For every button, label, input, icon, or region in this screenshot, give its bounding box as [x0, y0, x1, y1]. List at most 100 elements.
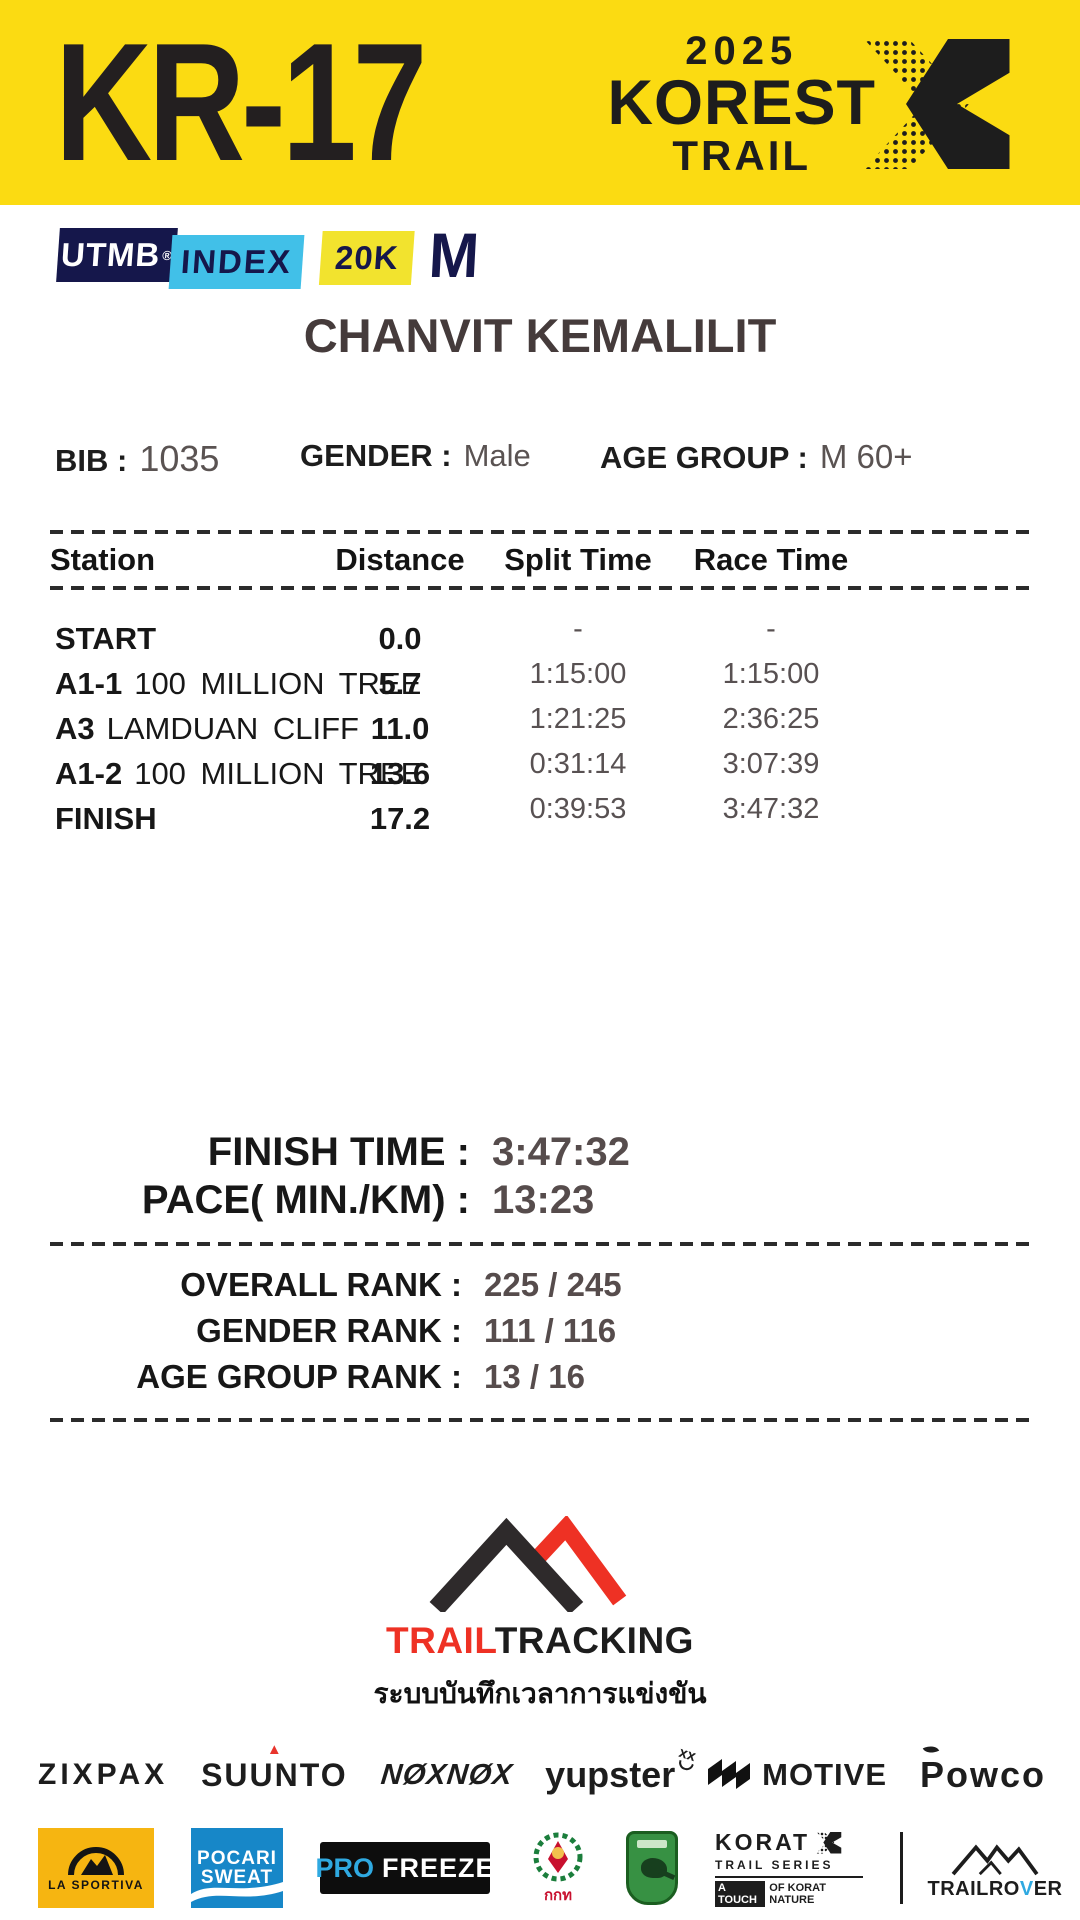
distance-value: 0.0 — [378, 620, 422, 656]
table-row: A1-1 100 MILLION TREE 5.7 1:15:00 1:15:00 — [50, 658, 1035, 706]
sports-authority-emblem: กกท — [527, 1829, 589, 1907]
race-time-value: 3:47:32 — [722, 793, 820, 825]
trail-word: TRAIL — [386, 1620, 495, 1661]
sweat-word: SWEAT — [200, 1867, 274, 1888]
split-time-value: 1:15:00 — [529, 658, 627, 690]
village-shield-emblem — [626, 1831, 678, 1905]
split-table-header: Station Distance Split Time Race Time — [50, 534, 1035, 586]
sponsor-row-2: LA SPORTIVA POCARI SWEAT PRO FREEZE กกท — [38, 1824, 1062, 1912]
korat-wordmark: KORAT — [715, 1829, 811, 1855]
la-sportiva-wordmark: LA SPORTIVA — [48, 1878, 144, 1892]
shield-banner — [637, 1840, 667, 1848]
age-group-rank-value: 13 / 16 — [484, 1358, 585, 1395]
station-name: LAMDUAN CLIFF — [106, 710, 359, 746]
finish-time-value: 3:47:32 — [492, 1129, 630, 1174]
utmb-index-badge: UTMB ® INDEX 20K M — [56, 220, 481, 291]
split-time-value: 1:21:25 — [529, 703, 627, 735]
split-time-value: - — [573, 613, 583, 645]
race-time-value: - — [766, 613, 776, 645]
race-code: KR-17 — [55, 8, 427, 196]
col-station: Station — [50, 542, 156, 577]
station-code: START — [55, 620, 157, 656]
rank-section: OVERALL RANK : 225 / 245 GENDER RANK : 1… — [50, 1246, 1035, 1400]
korat-tagline: A TOUCH OF KORAT NATURE — [715, 1876, 863, 1907]
pace-value: 13:23 — [492, 1177, 595, 1222]
bird-tail-icon — [658, 1868, 676, 1881]
zixpax-logo: ZIXPAX — [38, 1758, 169, 1791]
powco-wordmark: Powco — [919, 1754, 1046, 1795]
korat-trail-series-logo: KORAT TRAIL SERIES A TOUCH OF KORAT NATU… — [715, 1829, 863, 1907]
distance-badge: 20K — [318, 231, 415, 285]
col-race-time: Race Time — [693, 542, 849, 577]
bib-value: 1035 — [139, 438, 220, 479]
dashed-divider — [50, 530, 1035, 534]
table-row: A1-2 100 MILLION TREE 13.6 0:31:14 3:07:3… — [50, 748, 1035, 796]
pocari-sweat-logo: POCARI SWEAT — [191, 1828, 283, 1908]
event-banner: KR-17 2025 KOREST TRAIL — [0, 0, 1080, 205]
suunto-triangle-icon: ▲ — [266, 1740, 282, 1758]
motive-logo: MOTIVE — [708, 1757, 887, 1793]
table-row: FINISH 17.2 0:39:53 3:47:32 — [50, 793, 1035, 841]
split-table-body: START 0.0 - - A1-1 100 MILLION TREE 5.7 1… — [50, 613, 1035, 841]
la-sportiva-mountain-icon — [68, 1847, 124, 1876]
motive-wordmark: MOTIVE — [762, 1757, 887, 1792]
pace-label: PACE( MIN./KM) : — [141, 1177, 470, 1222]
pro-freeze-logo: PRO FREEZE — [315, 1842, 494, 1894]
distance-value: 13.6 — [369, 755, 431, 791]
race-time-value: 2:36:25 — [722, 703, 820, 735]
suunto-logo: ▲ SUUNTO — [201, 1741, 348, 1794]
la-sportiva-logo: LA SPORTIVA — [38, 1828, 154, 1908]
pace-row: PACE( MIN./KM) : 13:23 — [50, 1176, 1035, 1224]
age-group-label: AGE GROUP : — [600, 440, 808, 475]
index-label: INDEX — [179, 243, 294, 280]
event-year: 2025 — [685, 29, 799, 73]
korest-x-icon — [864, 39, 1014, 169]
station-code: A3 — [55, 710, 95, 746]
dashed-divider — [50, 586, 1035, 590]
pocari-wave-icon — [191, 1882, 283, 1902]
age-group-field: AGE GROUP : M 60+ — [600, 438, 912, 476]
distance-value: 11.0 — [370, 710, 430, 746]
age-group-rank-row: AGE GROUP RANK : 13 / 16 — [50, 1354, 1035, 1400]
yupster-wordmark: yupster — [545, 1754, 676, 1795]
dashed-divider — [50, 1418, 1035, 1422]
runner-info-row: BIB : 1035 GENDER : Male AGE GROUP : M 6… — [0, 438, 1080, 482]
split-time-value: 0:31:14 — [529, 748, 627, 780]
pocari-word: POCARI — [197, 1848, 277, 1869]
finish-time-row: FINISH TIME : 3:47:32 — [50, 1128, 1035, 1176]
gender-field: GENDER : Male — [300, 438, 531, 474]
korest-trail-logo: 2025 KOREST TRAIL — [607, 30, 1014, 178]
finish-time-label: FINISH TIME : — [207, 1129, 470, 1174]
utmb-label: UTMB — [59, 236, 162, 273]
result-summary: FINISH TIME : 3:47:32 PACE( MIN./KM) : 1… — [50, 1128, 1035, 1422]
col-distance: Distance — [335, 542, 465, 577]
table-row: A3 LAMDUAN CLIFF 11.0 1:21:25 2:36:25 — [50, 703, 1035, 751]
a-touch-chip: A TOUCH — [715, 1881, 766, 1907]
motive-icon — [708, 1759, 751, 1789]
yupster-logo: yupster xx — [545, 1744, 697, 1796]
event-name-korest: KOREST — [607, 68, 876, 138]
station-name: 100 MILLION TREE — [134, 665, 422, 701]
col-split-time: Split Time — [504, 542, 652, 577]
race-time-value: 1:15:00 — [722, 658, 820, 690]
gender-rank-value: 111 / 116 — [484, 1312, 617, 1349]
korat-tagline-rest: OF KORAT NATURE — [769, 1882, 826, 1906]
gender-label: GENDER : — [300, 438, 452, 473]
dashed-divider — [50, 1242, 1035, 1246]
split-time-value: 0:39:53 — [529, 793, 627, 825]
noxnox-logo: NØXNØX — [378, 1758, 514, 1791]
utmb-badge: UTMB ® — [56, 228, 178, 282]
korat-x-icon — [816, 1831, 842, 1854]
event-name-trail: TRAIL — [672, 132, 812, 179]
trailtracking-brand: TRAILTRACKING ระบบบันทึกเวลาการแข่งขัน — [0, 1516, 1080, 1716]
pro-word: PRO — [315, 1852, 374, 1883]
station-code: FINISH — [55, 800, 157, 836]
overall-rank-label: OVERALL RANK : — [180, 1266, 462, 1303]
station-name: 100 MILLION TREE — [134, 755, 422, 791]
powco-logo: Powco — [919, 1742, 1046, 1796]
trailrover-wordmark: TRAILROVER — [927, 1877, 1063, 1900]
freeze-word: FREEZE — [382, 1852, 495, 1883]
gender-value: Male — [463, 438, 531, 473]
korest-trail-logo-text: 2025 KOREST TRAIL — [607, 30, 876, 178]
